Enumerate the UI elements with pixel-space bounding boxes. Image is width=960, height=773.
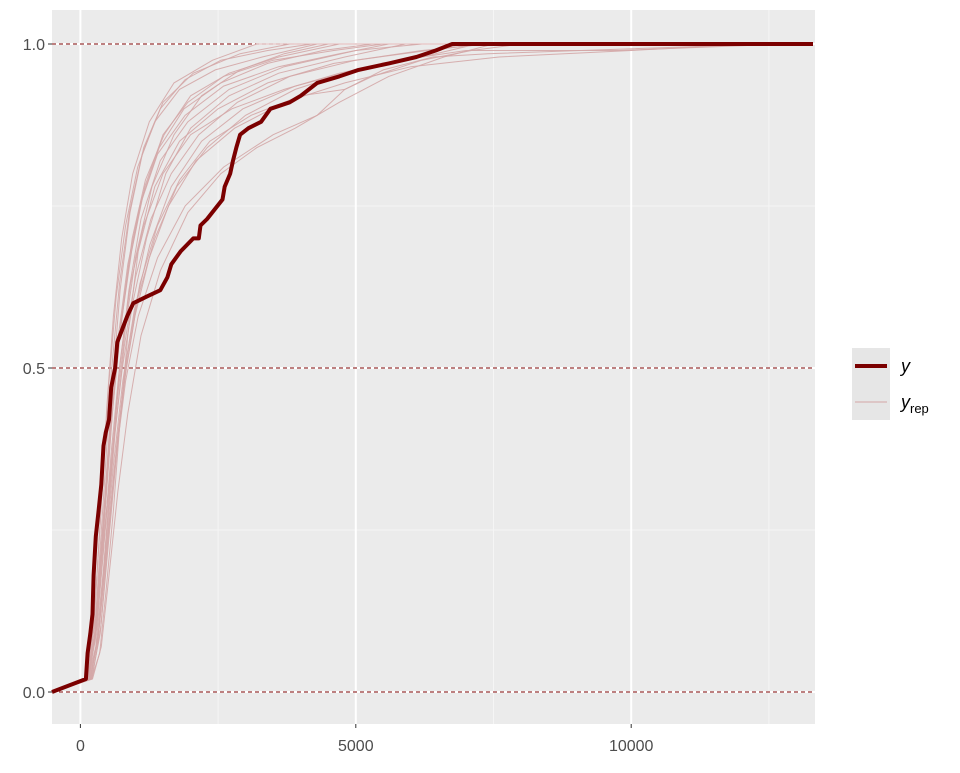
- yrep-series-group: [51, 43, 813, 693]
- x-tick-label: 10000: [609, 738, 654, 755]
- legend: y yrep: [852, 348, 929, 420]
- legend-label-yrep: yrep: [899, 392, 929, 416]
- y-tick-label: 0.0: [23, 685, 45, 702]
- x-tick-label: 0: [76, 738, 85, 755]
- y-tick-label: 1.0: [23, 37, 45, 54]
- y-series-group: [51, 42, 813, 694]
- yrep-line: [51, 43, 813, 693]
- yrep-line: [51, 43, 813, 693]
- yrep-line: [51, 43, 813, 693]
- y-tick-label: 0.5: [23, 361, 45, 378]
- legend-label-y: y: [899, 356, 911, 376]
- legend-subscript: rep: [910, 401, 929, 416]
- yrep-line: [51, 43, 813, 693]
- x-tick-label: 5000: [338, 738, 374, 755]
- axes: 0 5000 10000 0.0 0.5 1.0: [23, 37, 654, 755]
- y-line: [51, 42, 813, 694]
- yrep-line: [51, 43, 813, 693]
- yrep-line: [51, 43, 813, 693]
- yrep-line: [51, 43, 813, 693]
- yrep-line: [51, 43, 813, 693]
